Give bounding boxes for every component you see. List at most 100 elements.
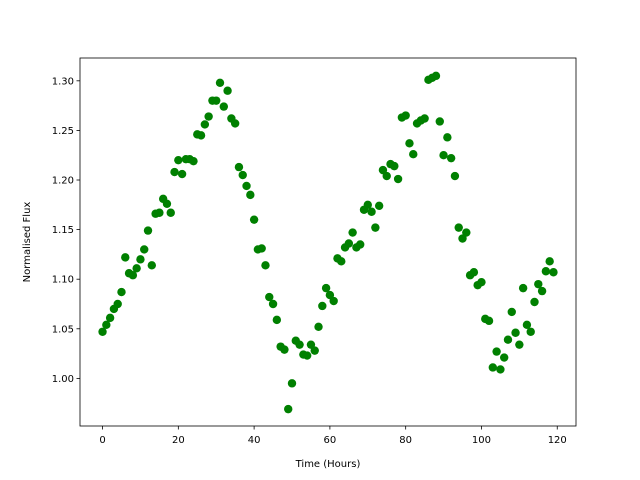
data-point [143, 226, 153, 235]
data-point [166, 208, 175, 217]
data-point [223, 86, 232, 95]
y-tick-label: 1.30 [52, 76, 74, 87]
data-point [318, 301, 327, 311]
data-point [117, 287, 126, 297]
x-tick-label: 40 [248, 435, 261, 446]
x-tick-label: 80 [399, 435, 412, 446]
data-point [261, 261, 270, 270]
data-point [515, 340, 524, 349]
data-point [401, 111, 410, 120]
data-point [246, 190, 255, 200]
data-point [132, 264, 141, 273]
data-point [136, 255, 145, 264]
data-point [196, 131, 206, 140]
data-point [530, 297, 539, 307]
data-point [128, 271, 138, 280]
data-point [522, 320, 532, 330]
data-point [155, 208, 164, 217]
data-point [374, 201, 384, 210]
data-point [249, 215, 259, 224]
data-point [212, 96, 221, 105]
data-point [469, 268, 479, 277]
y-tick-label: 1.05 [52, 324, 74, 335]
data-point [484, 316, 494, 326]
data-point [526, 327, 535, 336]
y-axis-label: Normalised Flux [22, 202, 33, 283]
data-point [367, 207, 376, 216]
data-point [284, 404, 293, 414]
data-point [371, 223, 380, 232]
data-point [435, 117, 444, 126]
data-point [189, 156, 198, 166]
data-point [446, 153, 456, 163]
data-point [113, 299, 122, 309]
data-point [295, 340, 304, 349]
data-point [450, 171, 460, 181]
data-point [496, 365, 505, 374]
data-point [409, 150, 418, 159]
data-point [454, 223, 463, 232]
y-tick-label: 1.25 [52, 126, 74, 137]
data-point [170, 167, 179, 177]
data-point [268, 299, 278, 309]
data-point [200, 120, 210, 129]
data-point [477, 277, 486, 287]
data-point [238, 170, 247, 180]
data-point [462, 228, 471, 237]
data-point [105, 313, 115, 323]
data-point [174, 155, 183, 165]
data-point [219, 102, 228, 111]
data-point [431, 71, 441, 81]
x-tick-label: 0 [99, 435, 105, 446]
x-tick-label: 100 [472, 435, 491, 446]
data-point [507, 307, 516, 317]
axes-frame [79, 57, 577, 427]
data-point [439, 151, 448, 160]
data-point [443, 133, 452, 142]
data-point [337, 257, 346, 266]
data-point [541, 267, 551, 276]
data-point [511, 328, 520, 337]
data-point [265, 292, 274, 302]
x-tick-label: 60 [324, 435, 337, 446]
data-point [405, 139, 414, 148]
data-point [272, 315, 282, 325]
data-point [162, 199, 172, 209]
data-point [356, 240, 365, 249]
data-point [287, 379, 297, 388]
data-point [280, 345, 289, 354]
data-point [215, 78, 225, 87]
data-point [306, 340, 316, 349]
y-tick-label: 1.15 [52, 225, 74, 236]
data-point [310, 346, 319, 355]
data-point [348, 228, 357, 237]
data-point [378, 165, 388, 175]
data-point [537, 286, 547, 296]
data-point [382, 171, 391, 181]
data-point [503, 335, 513, 344]
y-tick-label: 1.00 [52, 374, 74, 385]
data-point [140, 245, 149, 254]
data-point [488, 363, 498, 372]
data-point [363, 200, 372, 210]
data-point [98, 327, 107, 336]
data-point [242, 181, 251, 191]
data-point [302, 351, 312, 360]
data-point [393, 174, 403, 184]
data-point [518, 283, 528, 293]
data-point [177, 169, 187, 179]
data-point [549, 268, 558, 277]
data-point [204, 112, 213, 121]
data-point [492, 347, 501, 356]
x-axis-label: Time (Hours) [295, 459, 361, 470]
y-tick-label: 1.10 [52, 275, 74, 286]
x-tick-label: 120 [548, 435, 567, 446]
data-point [458, 234, 467, 243]
data-point [147, 261, 157, 270]
data-point [545, 257, 554, 266]
data-point [329, 296, 338, 306]
data-point [534, 279, 543, 289]
y-tick-label: 1.20 [52, 176, 74, 187]
data-point [257, 244, 266, 253]
